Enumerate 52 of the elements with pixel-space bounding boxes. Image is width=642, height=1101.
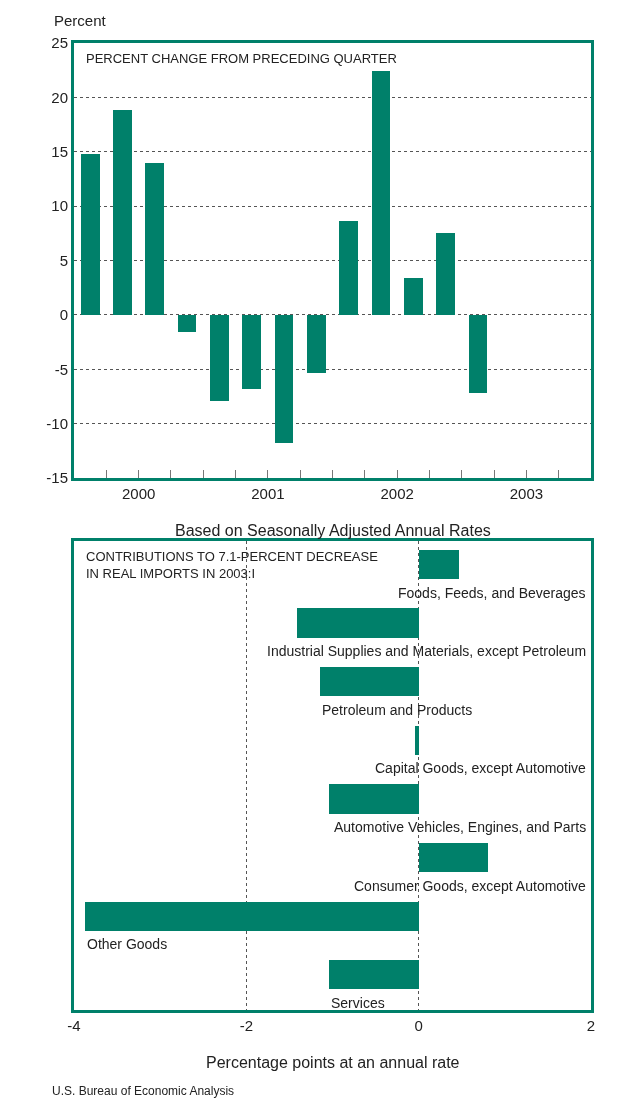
bar <box>404 278 423 315</box>
y-tick-label: 20 <box>51 88 68 106</box>
bar <box>320 667 419 696</box>
bar <box>242 315 261 389</box>
bar <box>275 315 293 443</box>
y-tick-label: 10 <box>51 197 68 215</box>
x-axis-title: Based on Seasonally Adjusted Annual Rates <box>175 522 491 539</box>
bar <box>85 902 419 931</box>
x-tick-label: -2 <box>239 1017 253 1034</box>
bar <box>113 110 132 315</box>
bar <box>307 315 326 373</box>
category-label: Other Goods <box>87 936 168 952</box>
x-tick-label: 2 <box>586 1017 596 1034</box>
bar <box>339 221 358 315</box>
bar <box>469 315 487 393</box>
y-axis-title: Percent <box>54 12 107 29</box>
bar <box>419 550 459 579</box>
text: PERCENT CHANGE FROM PRECEDING QUARTER <box>86 51 397 66</box>
y-tick-label: 0 <box>59 306 68 324</box>
x-tick-label: 2002 <box>380 485 414 502</box>
category-label: Foods, Feeds, and Beverages <box>398 585 586 601</box>
y-tick-label: -15 <box>46 469 68 487</box>
bar <box>415 726 419 755</box>
x-tick-label: 2003 <box>509 485 544 502</box>
x-tick-label: 0 <box>414 1017 423 1034</box>
text: U.S. Bureau of Economic Analysis <box>52 1084 235 1098</box>
category-label: Petroleum and Products <box>322 702 473 718</box>
x-axis-title: Percentage points at an annual rate <box>206 1054 460 1071</box>
bar <box>210 315 229 401</box>
y-tick-label: -10 <box>46 414 68 432</box>
category-label: Services <box>331 995 385 1011</box>
bar <box>329 960 419 989</box>
category-label: Capital Goods, except Automotive <box>375 760 586 776</box>
bar <box>297 608 419 638</box>
category-label: Consumer Goods, except Automotive <box>354 878 586 894</box>
category-label: Automotive Vehicles, Engines, and Parts <box>334 819 587 835</box>
y-tick-label: 15 <box>51 143 68 160</box>
bar <box>329 784 419 814</box>
category-label: Industrial Supplies and Materials, except Petroleum <box>267 643 587 659</box>
x-tick-label: -4 <box>67 1017 81 1034</box>
x-tick-label: 2000 <box>121 485 156 502</box>
text: CONTRIBUTIONS TO 7.1-PERCENT DECREASE IN REAL IMPORTS IN 2003:I <box>86 549 379 581</box>
y-tick-label: 5 <box>59 251 68 269</box>
bar <box>372 71 390 315</box>
bar <box>145 163 164 315</box>
y-tick-label: -5 <box>54 360 68 378</box>
bar <box>419 843 488 872</box>
bar <box>436 233 455 315</box>
y-tick-label: 25 <box>51 34 68 52</box>
x-tick-label: 2001 <box>251 485 285 502</box>
bar <box>178 315 196 332</box>
bar <box>81 154 100 315</box>
